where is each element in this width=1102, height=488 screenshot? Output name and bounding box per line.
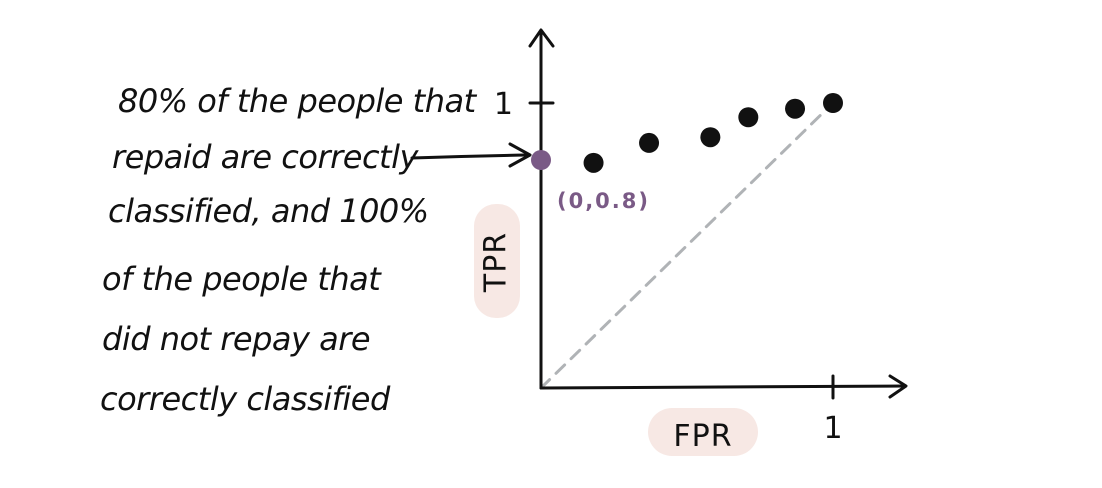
data-point-4 (738, 107, 759, 128)
data-points (531, 93, 843, 173)
highlight-point (531, 150, 551, 170)
y-axis-arrowhead (528, 28, 555, 48)
highlight-point-label: (0,0.8) (557, 189, 650, 213)
axes (528, 28, 908, 399)
annotation-line-5: did not repay are (102, 320, 370, 358)
y-tick-label-0: 1 (494, 87, 513, 122)
fpr-label-background (648, 408, 758, 456)
annotation-line-1: 80% of the people that (118, 82, 478, 120)
data-point-5 (785, 98, 806, 119)
data-point-2 (639, 132, 660, 153)
data-point-6 (823, 93, 843, 113)
x-axis-arrowhead (888, 374, 908, 399)
annotation-text: 80% of the people that repaid are correc… (100, 82, 478, 418)
x-axis-label: FPR (673, 419, 732, 454)
data-point-1 (583, 152, 604, 173)
annotation-line-2: repaid are correctly (112, 138, 419, 176)
axis-ticks: 11 (494, 87, 843, 446)
x-axis (539, 384, 906, 390)
x-tick-label-0: 1 (823, 411, 842, 446)
annotation-arrow (410, 142, 532, 168)
tpr-label-background (474, 204, 520, 318)
annotation-line-3: classified, and 100% (108, 192, 429, 230)
annotation-line-4: of the people that (102, 260, 382, 298)
data-point-3 (700, 127, 721, 148)
random-classifier-line (539, 101, 835, 390)
y-axis-label: TPR (479, 232, 514, 293)
annotation-line-6: correctly classified (100, 380, 391, 418)
